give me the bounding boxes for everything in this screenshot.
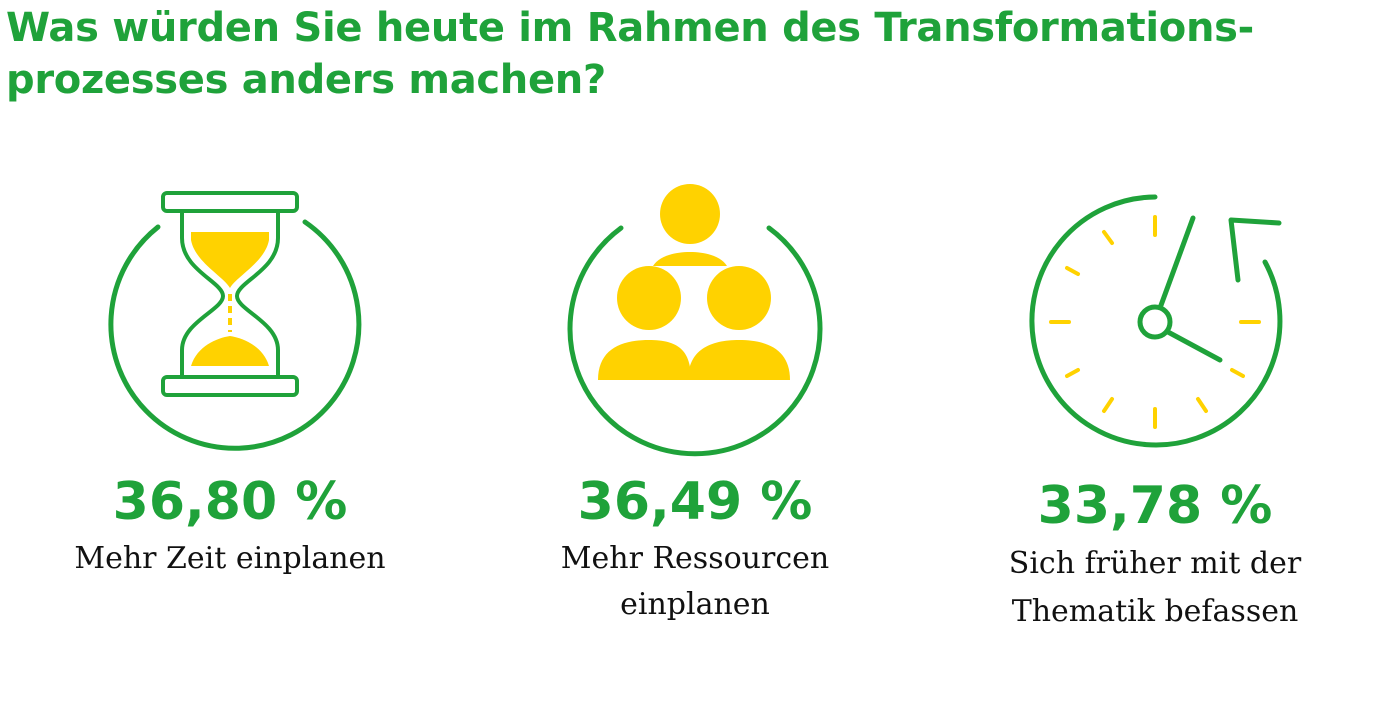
stat-label-line: Mehr Ressourcen einplanen (560, 541, 830, 622)
clock-icon (1029, 194, 1283, 448)
stat-value: 33,78 % (1037, 476, 1273, 536)
stat-value: 36,80 % (112, 472, 348, 532)
title-line-2: prozesses anders machen? (6, 57, 606, 103)
people-group-icon (567, 184, 823, 457)
stat-label: Mehr Ressourcen einplanen (495, 536, 895, 628)
stat-label: Mehr Zeit einplanen (30, 536, 430, 582)
stat-label-line: Mehr Zeit einplanen (74, 541, 386, 576)
stat-label: Sich früher mit der Thematik befassen (955, 540, 1355, 636)
stat-item-time: 36,80 % Mehr Zeit einplanen (30, 180, 430, 600)
stat-label-line: Thematik befassen (1011, 594, 1299, 629)
page-title: Was würden Sie heute im Rahmen des Trans… (6, 2, 1386, 106)
title-line-1: Was würden Sie heute im Rahmen des Trans… (6, 5, 1254, 51)
stat-item-earlier: 33,78 % Sich früher mit der Thematik bef… (955, 180, 1355, 640)
stat-item-resources: 36,49 % Mehr Ressourcen einplanen (495, 180, 895, 622)
stat-label-line: Sich früher mit der (1008, 546, 1302, 581)
stat-value: 36,49 % (577, 472, 813, 532)
hourglass-icon (108, 191, 362, 451)
